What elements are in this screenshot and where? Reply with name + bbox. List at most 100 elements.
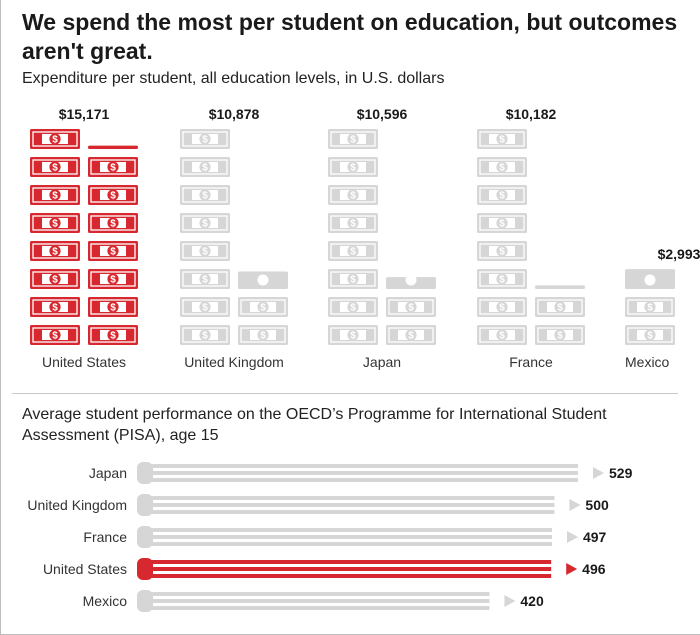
money-icon: $ bbox=[180, 269, 230, 289]
money-icon: $ bbox=[535, 297, 585, 317]
money-icon: $ bbox=[328, 213, 378, 233]
money-icon: $ bbox=[30, 241, 80, 261]
svg-text:$: $ bbox=[350, 331, 356, 342]
money-icon: $ bbox=[30, 185, 80, 205]
category-label-france: France bbox=[83, 529, 127, 545]
svg-text:$: $ bbox=[499, 219, 505, 230]
svg-text:$: $ bbox=[260, 303, 266, 314]
svg-text:$: $ bbox=[202, 135, 208, 146]
svg-text:$: $ bbox=[408, 303, 414, 314]
money-icon: $ bbox=[328, 269, 378, 289]
money-icon: $ bbox=[30, 269, 80, 289]
svg-text:$: $ bbox=[647, 331, 653, 342]
svg-text:$: $ bbox=[202, 275, 208, 286]
value-label-united-kingdom: 500 bbox=[585, 497, 609, 513]
money-icon: $ bbox=[477, 269, 527, 289]
money-icon: $ bbox=[180, 213, 230, 233]
svg-text:$: $ bbox=[499, 303, 505, 314]
money-icon: $ bbox=[238, 297, 288, 317]
svg-text:$: $ bbox=[52, 135, 58, 146]
bar-united-states bbox=[137, 558, 578, 580]
svg-text:$: $ bbox=[350, 163, 356, 174]
money-icon: $ bbox=[328, 185, 378, 205]
money-icon: $ bbox=[30, 297, 80, 317]
svg-text:$: $ bbox=[350, 275, 356, 286]
svg-text:$: $ bbox=[110, 219, 116, 230]
money-icon: $ bbox=[328, 157, 378, 177]
svg-text:$: $ bbox=[499, 247, 505, 258]
category-label-france: France bbox=[509, 354, 553, 370]
section-divider bbox=[12, 393, 678, 394]
svg-text:$: $ bbox=[52, 163, 58, 174]
svg-text:$: $ bbox=[52, 303, 58, 314]
bar-mexico bbox=[137, 590, 516, 612]
money-icon: $ bbox=[477, 241, 527, 261]
svg-text:$: $ bbox=[499, 275, 505, 286]
category-label-united-kingdom: United Kingdom bbox=[184, 354, 284, 370]
money-icon: $ bbox=[328, 297, 378, 317]
money-icon: $ bbox=[88, 213, 138, 233]
svg-text:$: $ bbox=[52, 275, 58, 286]
category-label-japan: Japan bbox=[363, 354, 401, 370]
money-icon: $ bbox=[30, 325, 80, 345]
money-icon bbox=[238, 271, 288, 289]
money-icon: $ bbox=[88, 241, 138, 261]
svg-text:$: $ bbox=[557, 331, 563, 342]
svg-text:$: $ bbox=[499, 135, 505, 146]
svg-text:$: $ bbox=[202, 163, 208, 174]
page-title: We spend the most per student on educati… bbox=[22, 9, 678, 64]
value-label-mexico: 420 bbox=[520, 593, 544, 609]
pisa-chart-title: Average student performance on the OECD’… bbox=[22, 406, 607, 444]
category-label-japan: Japan bbox=[89, 465, 127, 481]
money-icon: $ bbox=[180, 185, 230, 205]
money-icon: $ bbox=[477, 157, 527, 177]
money-icon: $ bbox=[180, 297, 230, 317]
svg-text:$: $ bbox=[52, 219, 58, 230]
category-label-united-states: United States bbox=[43, 561, 127, 577]
bar-france bbox=[137, 526, 578, 548]
svg-text:$: $ bbox=[110, 331, 116, 342]
bar-mexico: $$ bbox=[625, 269, 675, 345]
svg-text:$: $ bbox=[350, 191, 356, 202]
svg-text:$: $ bbox=[110, 275, 116, 286]
svg-text:$: $ bbox=[350, 219, 356, 230]
svg-text:$: $ bbox=[110, 303, 116, 314]
arrow-marker-icon bbox=[566, 563, 578, 575]
category-label-mexico: Mexico bbox=[83, 593, 128, 609]
money-icon: $ bbox=[477, 185, 527, 205]
value-label-japan: 529 bbox=[609, 465, 633, 481]
money-icon: $ bbox=[88, 269, 138, 289]
bar-united-kingdom: $ $ $ $ $ $ $ $ $ $ bbox=[180, 129, 288, 345]
value-label-united-states: $15,171 bbox=[59, 106, 110, 122]
value-label-mexico: $2,993 bbox=[658, 246, 700, 262]
svg-text:$: $ bbox=[557, 303, 563, 314]
arrow-marker-icon bbox=[566, 531, 578, 543]
svg-text:$: $ bbox=[52, 331, 58, 342]
svg-text:$: $ bbox=[260, 331, 266, 342]
svg-text:$: $ bbox=[408, 331, 414, 342]
money-icon: $ bbox=[535, 325, 585, 345]
bar-japan: $ $ $ $ $ $ $ $ $ $ bbox=[328, 129, 436, 345]
category-label-united-states: United States bbox=[42, 354, 126, 370]
category-label-mexico: Mexico bbox=[625, 354, 670, 370]
svg-text:$: $ bbox=[499, 191, 505, 202]
svg-text:$: $ bbox=[110, 247, 116, 258]
svg-text:$: $ bbox=[202, 303, 208, 314]
bar-japan bbox=[137, 462, 604, 484]
svg-text:$: $ bbox=[52, 191, 58, 202]
svg-text:$: $ bbox=[499, 163, 505, 174]
money-icon: $ bbox=[88, 157, 138, 177]
bar-france: $ $ $ $ $ $ $ $ $ $ bbox=[477, 129, 585, 345]
money-icon: $ bbox=[180, 157, 230, 177]
svg-text:$: $ bbox=[647, 303, 653, 314]
svg-text:$: $ bbox=[499, 331, 505, 342]
svg-text:$: $ bbox=[350, 247, 356, 258]
money-icon: $ bbox=[180, 325, 230, 345]
money-icon: $ bbox=[625, 325, 675, 345]
bar-united-kingdom bbox=[137, 494, 581, 516]
svg-text:$: $ bbox=[350, 303, 356, 314]
svg-text:$: $ bbox=[202, 247, 208, 258]
svg-text:$: $ bbox=[202, 219, 208, 230]
money-icon: $ bbox=[328, 241, 378, 261]
svg-text:$: $ bbox=[110, 191, 116, 202]
